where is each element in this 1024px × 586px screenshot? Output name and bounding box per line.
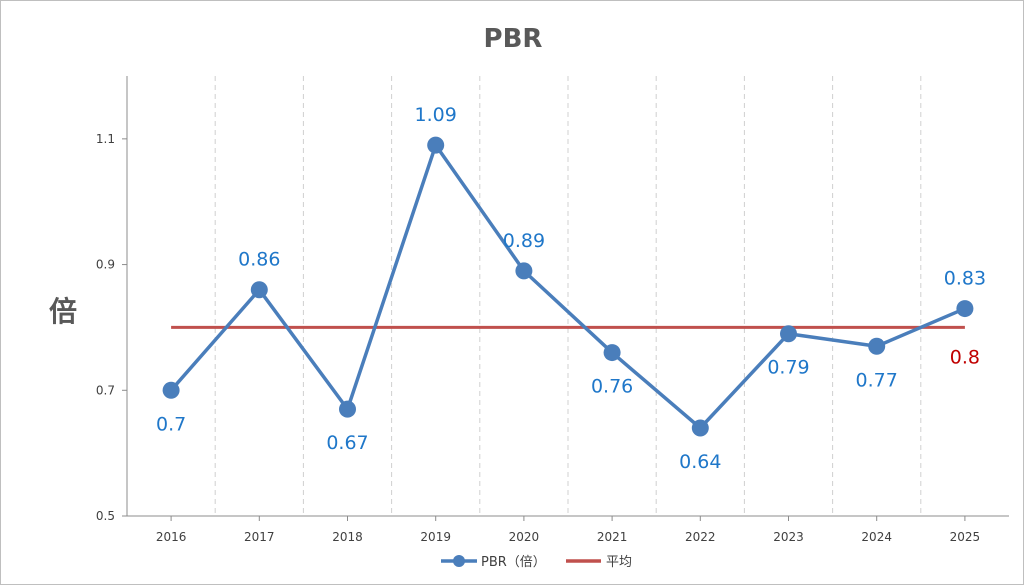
y-tick-label: 1.1	[96, 132, 115, 146]
pbr-data-label: 0.7	[156, 413, 186, 435]
x-tick-label: 2018	[332, 530, 363, 544]
x-tick-label: 2017	[244, 530, 275, 544]
legend-average-label: 平均	[606, 555, 632, 570]
pbr-marker	[162, 381, 180, 399]
x-tick-label: 2025	[950, 530, 981, 544]
x-tick-label: 2020	[509, 530, 540, 544]
pbr-marker	[603, 344, 621, 362]
x-tick-label: 2021	[597, 530, 628, 544]
pbr-data-label: 0.76	[591, 376, 633, 398]
legend-pbr-marker	[453, 555, 465, 567]
data-labels: 0.7 0.86 0.67 1.09 0.89 0.76 0.64 0.79 0.77 0.83 0…	[156, 104, 986, 473]
pbr-data-label: 0.79	[767, 357, 809, 379]
pbr-marker	[339, 400, 356, 418]
pbr-marker	[780, 325, 797, 343]
x-tick-label: 2016	[156, 530, 187, 544]
pbr-marker	[250, 281, 268, 299]
pbr-data-label: 0.89	[503, 230, 545, 252]
chart-title: PBR	[484, 24, 543, 54]
grid	[214, 76, 922, 516]
pbr-marker	[868, 337, 886, 355]
pbr-data-label: 0.77	[856, 369, 898, 391]
legend-pbr-label: PBR（倍）	[481, 555, 546, 570]
x-tick-label: 2022	[685, 530, 716, 544]
pbr-data-label: 0.67	[326, 432, 368, 454]
y-tick-label: 0.9	[96, 258, 115, 272]
pbr-data-label: 0.83	[944, 268, 986, 290]
axes: 0.5 0.7 0.9 1.1 2016 2017 2018 2019 2020 2021 2022…	[96, 76, 1009, 544]
x-tick-label: 2024	[861, 530, 892, 544]
y-tick-label: 0.7	[96, 383, 115, 397]
pbr-marker	[956, 300, 974, 318]
legend: PBR（倍） 平均	[441, 555, 632, 570]
y-tick-label: 0.5	[96, 509, 115, 523]
pbr-data-label: 0.64	[679, 451, 721, 473]
pbr-marker	[427, 136, 445, 154]
pbr-marker	[515, 262, 533, 280]
x-tick-label: 2019	[420, 530, 451, 544]
series	[162, 136, 974, 437]
average-data-label: 0.8	[950, 346, 980, 368]
pbr-data-label: 1.09	[415, 104, 457, 126]
pbr-line	[169, 143, 966, 430]
x-tick-label: 2023	[773, 530, 804, 544]
pbr-data-label: 0.86	[238, 249, 280, 271]
y-axis-label: 倍	[49, 295, 77, 328]
pbr-marker	[691, 419, 709, 437]
